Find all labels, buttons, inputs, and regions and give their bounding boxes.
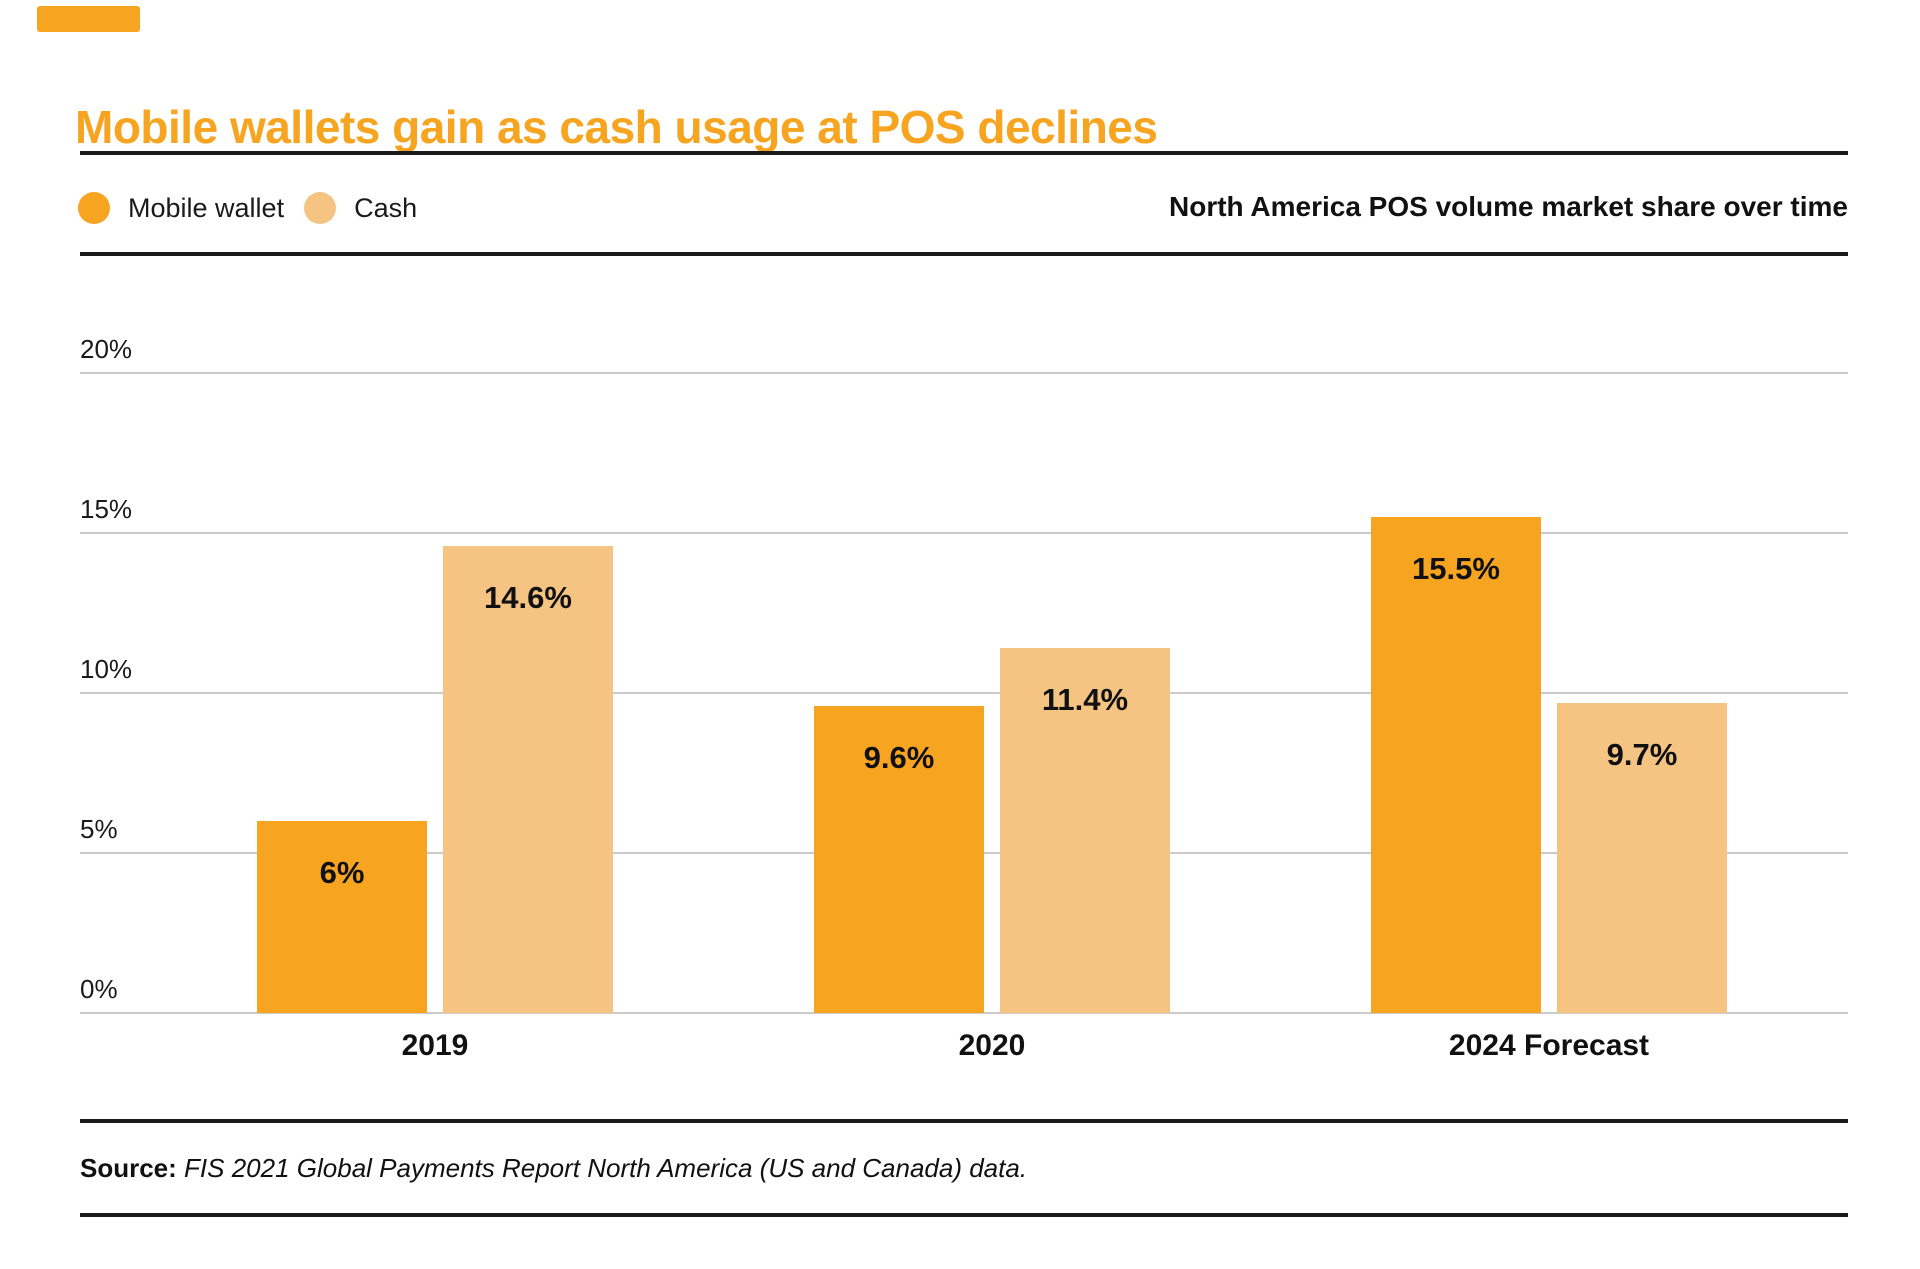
y-axis-label-10-: 10% [80,654,133,684]
y-axis-label-5-: 5% [80,814,118,844]
y-axis-label-20-: 20% [80,334,133,364]
bar-mobile-wallet-2020 [814,706,984,1013]
gridline-0- [80,1012,1848,1014]
source-text: FIS 2021 Global Payments Report North Am… [184,1153,1028,1183]
bar-value-label-mobile-wallet-2020: 9.6% [863,740,935,775]
legend-item-mobile-wallet: Mobile wallet [78,192,284,224]
gridline-15- [80,532,1848,534]
bar-value-label-cash-2024-forecast: 9.7% [1606,737,1678,772]
source-label: Source: [80,1153,177,1183]
chart-title: Mobile wallets gain as cash usage at POS… [75,100,1158,153]
bar-value-label-mobile-wallet-2024-forecast: 15.5% [1412,551,1500,586]
mobile-wallet-dot-icon [78,192,110,224]
bar-cash-2020 [1000,648,1170,1013]
y-axis-label-0-: 0% [80,974,118,1004]
legend: Mobile wallet Cash [78,192,417,224]
legend-label-mobile-wallet: Mobile wallet [128,193,285,223]
bar-value-label-cash-2020: 11.4% [1041,682,1129,717]
source-note: Source: FIS 2021 Global Payments Report … [80,1152,1027,1184]
bar-mobile-wallet-2019 [257,821,427,1013]
divider-below-legend [80,252,1848,256]
x-axis-label-2020: 2020 [958,1029,1026,1062]
y-axis-label-15-: 15% [80,494,133,524]
cash-dot-icon [304,192,337,224]
bar-value-label-mobile-wallet-2019: 6% [319,855,365,890]
legend-item-cash: Cash [304,192,417,224]
bar-mobile-wallet-2024-forecast [1371,517,1541,1013]
chart-subtitle: North America POS volume market share ov… [1169,191,1848,222]
divider-below-title [80,151,1848,155]
accent-bar [37,6,140,32]
divider-above-source [80,1119,1848,1123]
x-axis-label-2024-forecast: 2024 Forecast [1448,1029,1650,1062]
bar-value-label-cash-2019: 14.6% [484,580,572,615]
gridline-10- [80,692,1848,694]
divider-bottom [80,1213,1848,1217]
gridline-20- [80,372,1848,374]
x-axis-label-2019: 2019 [401,1029,469,1062]
bar-cash-2024-forecast [1557,703,1727,1013]
bar-cash-2019 [443,546,613,1013]
legend-label-cash: Cash [354,193,418,223]
